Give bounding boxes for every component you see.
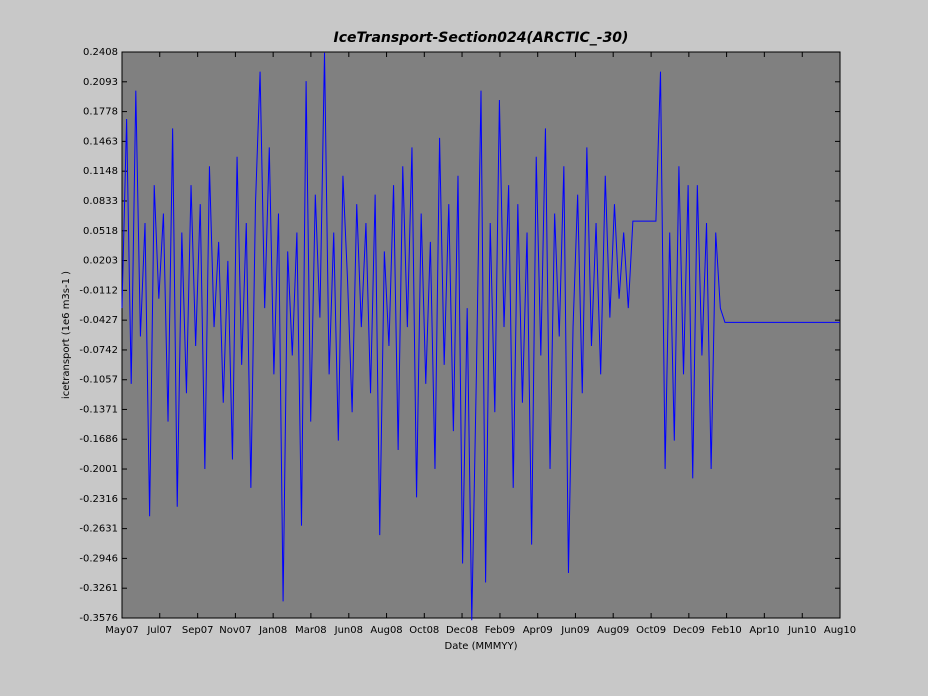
data-line (121, 52, 840, 621)
y-tick-label: -0.3261 (79, 583, 118, 594)
x-tick-label: Aug10 (824, 625, 856, 636)
y-tick-label: -0.3576 (79, 613, 118, 624)
y-tick-label: 0.1148 (83, 166, 118, 177)
x-tick-label: Dec08 (446, 625, 478, 636)
x-tick-label: May07 (105, 625, 138, 636)
x-tick-label: Mar08 (295, 625, 327, 636)
x-tick-label: Nov07 (219, 625, 251, 636)
x-tick-label: Apr09 (523, 625, 553, 636)
y-tick-label: -0.1057 (79, 375, 118, 386)
x-tick-label: Feb09 (485, 625, 515, 636)
x-tick-label: Oct08 (409, 625, 439, 636)
x-tick-label: Dec09 (673, 625, 705, 636)
x-tick-label: Jun10 (787, 625, 816, 636)
y-tick-label: -0.1371 (79, 404, 118, 415)
chart-title: IceTransport-Section024(ARCTIC_-30) (334, 30, 629, 46)
y-tick-label: -0.0427 (79, 315, 118, 326)
y-tick-label: 0.0833 (83, 196, 118, 207)
y-tick-label: -0.2001 (79, 464, 118, 475)
x-tick-label: Jun08 (334, 625, 363, 636)
x-tick-label: Feb10 (711, 625, 741, 636)
y-tick-label: -0.0112 (79, 285, 118, 296)
y-tick-label: 0.0518 (83, 226, 118, 237)
x-tick-label: Apr10 (749, 625, 779, 636)
plot-area (121, 51, 841, 619)
y-axis-label: icetransport (1e6 m3s-1 ) (61, 271, 72, 399)
y-tick-label: 0.1778 (83, 107, 118, 118)
x-tick-label: Sep07 (182, 625, 214, 636)
y-tick-label: 0.2093 (83, 77, 118, 88)
y-tick-label: -0.2316 (79, 494, 118, 505)
x-axis-label: Date (MMMYY) (445, 641, 518, 652)
x-tick-label: Aug08 (370, 625, 402, 636)
y-tick-label: -0.2946 (79, 553, 118, 564)
y-tick-label: -0.2631 (79, 524, 118, 535)
y-tick-label: -0.0742 (79, 345, 118, 356)
x-tick-label: Jul07 (146, 625, 172, 636)
x-tick-label: Jan08 (258, 625, 287, 636)
y-tick-label: -0.1686 (79, 434, 118, 445)
y-tick-label: 0.0203 (83, 256, 118, 267)
y-tick-label: 0.2408 (83, 47, 118, 58)
x-tick-label: Aug09 (597, 625, 629, 636)
x-tick-label: Jun09 (560, 625, 589, 636)
x-tick-label: Oct09 (636, 625, 666, 636)
y-tick-label: 0.1463 (83, 136, 118, 147)
